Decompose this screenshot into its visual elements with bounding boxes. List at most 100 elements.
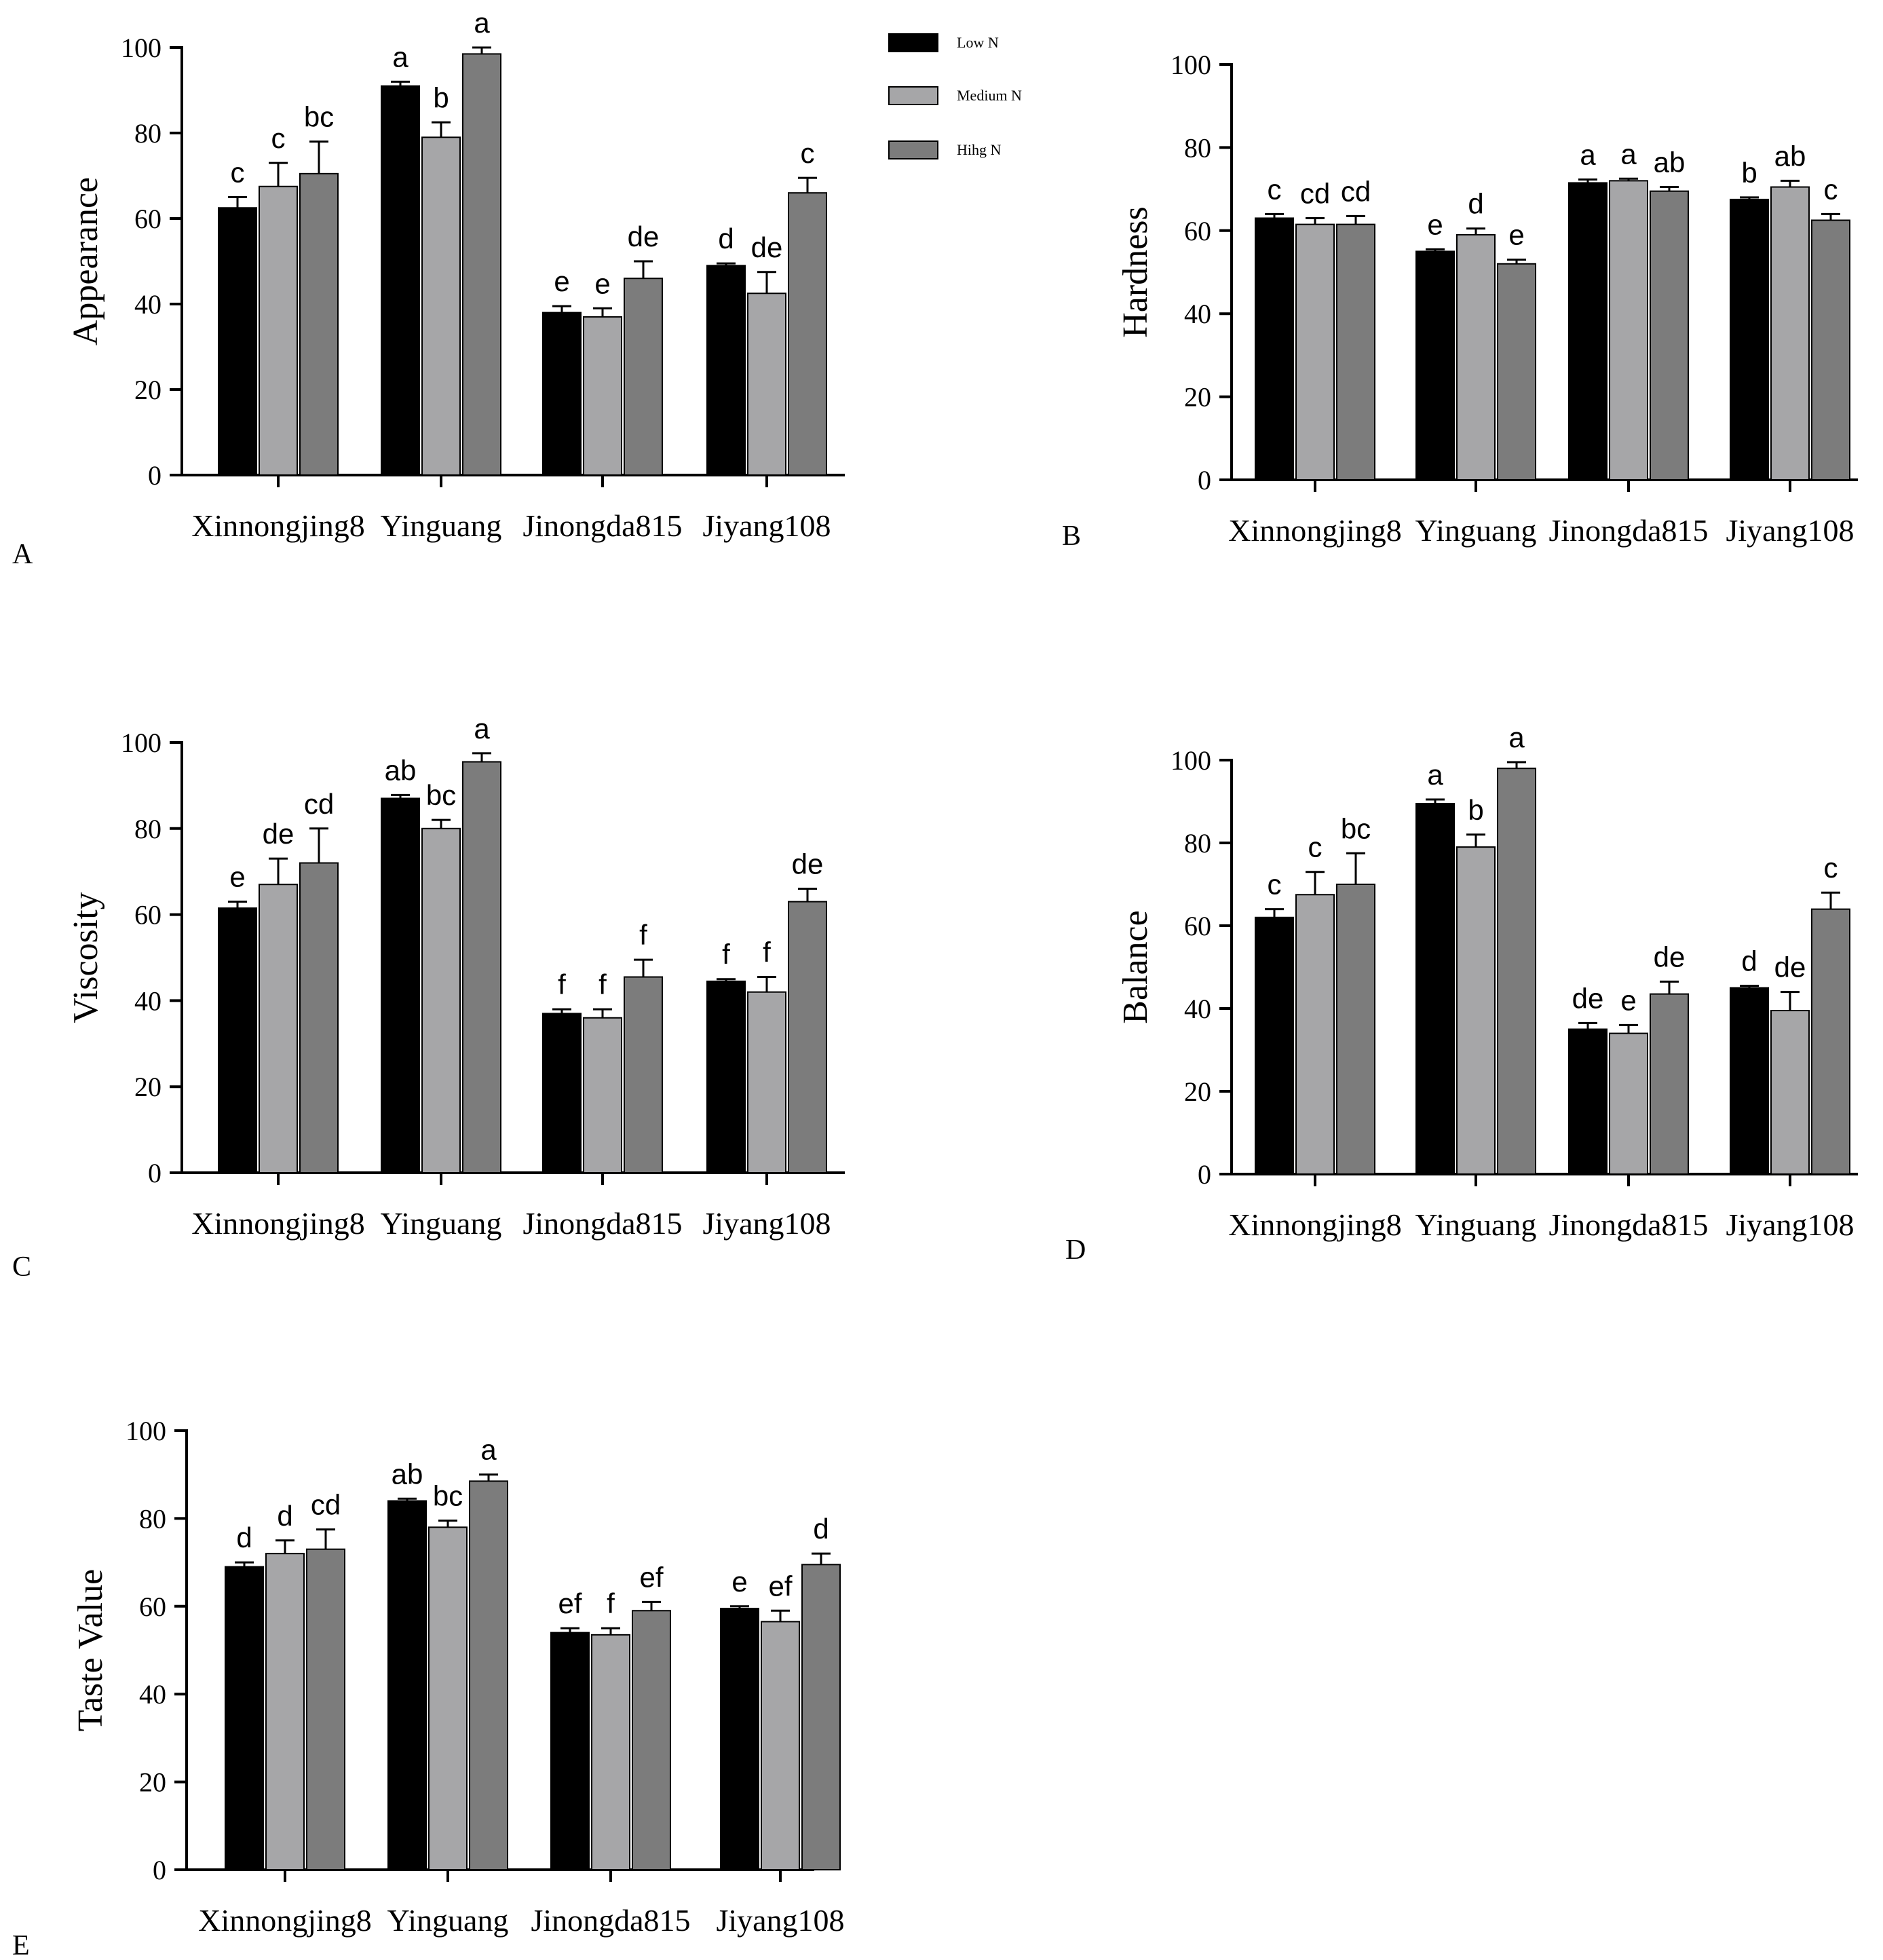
significance-letter: c bbox=[1268, 869, 1282, 901]
significance-letter: e bbox=[594, 267, 610, 299]
bar-low-2 bbox=[542, 1013, 582, 1174]
significance-letter: f bbox=[598, 968, 607, 1000]
x-tick-label: Xinnongjing8 bbox=[191, 508, 365, 543]
legend-label-high: Hihg N bbox=[957, 141, 1002, 158]
significance-letter: de bbox=[751, 231, 783, 263]
significance-letter: de bbox=[1572, 982, 1604, 1014]
significance-letter: d bbox=[718, 223, 734, 255]
bar-medium-1 bbox=[421, 136, 461, 476]
bar-low-3 bbox=[1730, 987, 1769, 1175]
significance-letter: c bbox=[1268, 173, 1282, 205]
significance-letter: d bbox=[1741, 945, 1757, 977]
bar-high-2 bbox=[624, 976, 663, 1174]
y-tick-label: 60 bbox=[134, 204, 161, 234]
y-tick-label: 80 bbox=[139, 1503, 166, 1534]
y-tick-label: 0 bbox=[1198, 465, 1211, 495]
bar-low-3 bbox=[706, 265, 746, 476]
bar-low-0 bbox=[1255, 217, 1294, 480]
significance-letter: f bbox=[639, 919, 647, 951]
significance-letter: d bbox=[277, 1500, 292, 1532]
bar-medium-1 bbox=[428, 1526, 468, 1871]
significance-letter: e bbox=[1508, 219, 1524, 251]
significance-letter: c bbox=[231, 157, 245, 189]
bar-high-2 bbox=[1650, 190, 1689, 480]
x-tick-label: Yinguang bbox=[1415, 513, 1537, 548]
significance-letter: ab bbox=[385, 754, 417, 786]
bar-high-1 bbox=[462, 53, 501, 476]
bar-medium-3 bbox=[761, 1621, 800, 1871]
bar-low-1 bbox=[381, 85, 420, 476]
bar-low-1 bbox=[1415, 803, 1455, 1175]
y-tick-label: 100 bbox=[121, 728, 161, 758]
significance-letter: ef bbox=[558, 1587, 582, 1619]
significance-letter: de bbox=[1654, 941, 1686, 973]
bar-high-3 bbox=[788, 192, 827, 476]
y-tick-label: 40 bbox=[134, 985, 161, 1016]
significance-letter: a bbox=[1508, 721, 1525, 753]
bar-low-2 bbox=[1568, 182, 1608, 480]
bar-low-2 bbox=[542, 312, 582, 476]
bar-high-3 bbox=[788, 901, 827, 1173]
bar-high-0 bbox=[1336, 223, 1375, 480]
bar-low-1 bbox=[381, 797, 420, 1174]
bar-high-2 bbox=[632, 1610, 671, 1871]
bar-low-0 bbox=[225, 1566, 264, 1871]
significance-letter: cd bbox=[304, 788, 334, 820]
x-tick-label: Xinnongjing8 bbox=[198, 1903, 372, 1938]
significance-letter: de bbox=[792, 848, 824, 880]
x-tick-label: Yinguang bbox=[381, 508, 502, 543]
significance-letter: bc bbox=[1341, 812, 1371, 844]
bar-medium-2 bbox=[583, 1017, 622, 1174]
y-tick-label: 0 bbox=[148, 1158, 161, 1188]
significance-letter: ef bbox=[639, 1561, 663, 1593]
bar-low-3 bbox=[720, 1608, 759, 1870]
y-tick-label: 40 bbox=[1184, 994, 1211, 1024]
bar-low-1 bbox=[1415, 250, 1455, 480]
y-tick-label: 100 bbox=[121, 33, 161, 63]
y-axis-label: Appearance bbox=[66, 177, 105, 345]
significance-letter: bc bbox=[304, 101, 334, 133]
bar-low-1 bbox=[387, 1500, 427, 1870]
y-tick-label: 20 bbox=[1184, 1076, 1211, 1107]
significance-letter: c bbox=[1308, 831, 1323, 863]
y-tick-label: 20 bbox=[139, 1767, 166, 1798]
significance-letter: e bbox=[1427, 208, 1443, 240]
y-tick-label: 80 bbox=[1184, 132, 1211, 163]
significance-letter: d bbox=[813, 1513, 829, 1545]
y-tick-label: 100 bbox=[126, 1416, 166, 1446]
y-axis-label: Hardness bbox=[1116, 206, 1155, 338]
x-tick-label: Jiyang108 bbox=[702, 1206, 831, 1241]
significance-letter: a bbox=[1620, 138, 1637, 170]
legend-swatch-low bbox=[888, 33, 938, 52]
x-tick-label: Yinguang bbox=[387, 1903, 509, 1938]
bar-medium-2 bbox=[591, 1634, 630, 1870]
significance-letter: cd bbox=[1300, 177, 1330, 209]
significance-letter: e bbox=[554, 265, 569, 297]
legend-label-medium: Medium N bbox=[957, 87, 1022, 104]
bar-high-3 bbox=[801, 1564, 841, 1870]
significance-letter: e bbox=[731, 1566, 747, 1598]
y-axis-label: Viscosity bbox=[66, 892, 105, 1023]
significance-letter: a bbox=[474, 7, 490, 39]
y-tick-label: 0 bbox=[1198, 1159, 1211, 1190]
panel-letter: D bbox=[1065, 1235, 1086, 1266]
bar-medium-3 bbox=[747, 293, 786, 476]
bar-low-0 bbox=[218, 907, 257, 1173]
significance-letter: b bbox=[1741, 157, 1757, 189]
significance-letter: d bbox=[1468, 188, 1483, 220]
x-tick-label: Jiyang108 bbox=[716, 1903, 844, 1938]
significance-letter: a bbox=[480, 1434, 497, 1466]
bar-medium-1 bbox=[421, 827, 461, 1174]
bar-high-3 bbox=[1811, 908, 1850, 1175]
y-axis-label: Balance bbox=[1116, 910, 1155, 1023]
significance-letter: f bbox=[722, 939, 730, 970]
significance-letter: a bbox=[1580, 139, 1596, 171]
significance-letter: cd bbox=[1341, 175, 1371, 207]
y-tick-label: 100 bbox=[1171, 50, 1211, 80]
bar-medium-3 bbox=[747, 991, 786, 1173]
bar-low-2 bbox=[1568, 1028, 1608, 1175]
bar-high-0 bbox=[299, 172, 339, 476]
significance-letter: e bbox=[229, 861, 245, 893]
bar-high-2 bbox=[1650, 993, 1689, 1175]
